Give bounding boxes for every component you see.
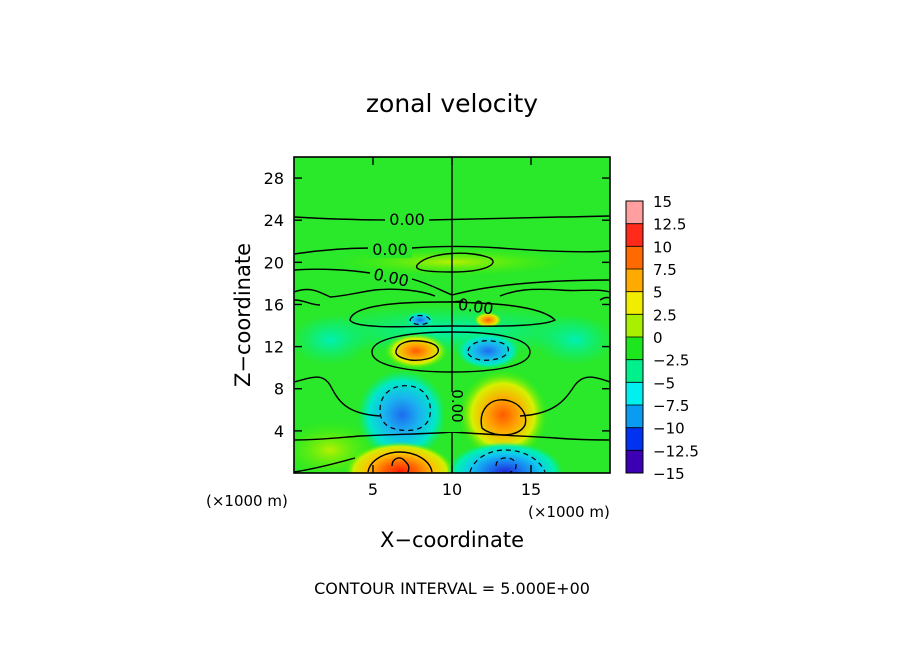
x-tick-label: 5 [368,480,378,499]
colorbar-tick-label: 10 [653,238,672,256]
contour-neg-bottom-right [469,449,546,473]
plot-area: 0.00 0.00 0.00 0.00 0.00 [294,157,610,473]
contour-label: 0.00 [457,295,495,319]
y-tick-label: 4 [274,422,284,441]
colorbar-tick-label: 2.5 [653,306,677,324]
cell-mid-left-negative [357,370,447,460]
y-axis: 4 8 12 16 20 24 28 [264,169,610,441]
colorbar-tick-label: −12.5 [653,442,699,460]
contour-neg-mid-left [379,385,431,432]
colorbar-swatch [626,291,643,315]
colorbar-tick-label: −15 [653,465,685,483]
contour-zero-16 [294,288,610,298]
x-axis: 5 10 15 [368,157,541,499]
colorbar-swatch [626,246,643,270]
contour-label: 0.00 [372,240,408,259]
colorbar-tick-label: 5 [653,284,663,302]
contour-label: 0.00 [448,389,466,422]
x-axis-label: X−coordinate [380,528,524,552]
contour-interval-note: CONTOUR INTERVAL = 5.000E+00 [314,579,590,598]
contour-upper-left-pos [395,340,439,361]
contour-upper-band [349,300,557,328]
cell-upper-right-negative [456,333,520,369]
x-unit-right: (×1000 m) [528,503,610,521]
chart-title: zonal velocity [366,89,538,118]
contour-bottom-left-inner [391,457,410,473]
colorbar-swatch [626,427,643,451]
cell-upper-left-positive [384,333,448,369]
colorbar-tick-label: 15 [653,193,672,211]
contour-zero-19 [294,268,610,296]
colorbar-tick-label: 0 [653,329,663,347]
y-tick-label: 20 [264,253,284,272]
colorbar-swatch [626,450,643,474]
colorbar-swatch [626,337,643,361]
y-tick-label: 16 [264,295,284,314]
y-tick-label: 24 [264,211,284,230]
x-tick-label: 10 [442,480,462,499]
colorbar-swatch [626,314,643,338]
contour-bottom-outer [294,457,356,473]
colorbar-swatch [626,269,643,293]
cell-small-right-positive [474,312,502,328]
colorbar-tick-label: −10 [653,420,685,438]
colorbar-swatch [626,201,643,225]
contour-mid-right-pos [480,399,527,436]
y-tick-label: 8 [274,380,284,399]
colorbar-tick-label: −5 [653,374,675,392]
contour-neg-upper-right [467,340,509,361]
contour-zero-21 [294,245,610,255]
contour-label: 0.00 [389,210,425,229]
cell-bottom-right-negative [447,442,563,473]
y-tick-label: 28 [264,169,284,188]
x-tick-label: 15 [521,480,541,499]
contour-big-loop [371,331,531,373]
x-unit-left: (×1000 m) [206,492,288,510]
contour-dashed [379,314,546,473]
contour-upper-loop [415,252,494,273]
cell-mid-right-positive [458,370,548,460]
y-axis-label: Z−coordinate [231,243,255,387]
colorbar: 15 12.5 10 7.5 5 2.5 0 −2.5 −5 −7.5 −10 −12.5 −15 [625,193,699,483]
contour-label-group: 0.00 0.00 0.00 0.00 0.00 [368,208,495,432]
contour-zero-mid [294,376,610,417]
band-left-weak-neg [294,315,370,365]
colorbar-tick-label: 12.5 [653,216,686,234]
cell-bottom-left-positive [345,442,455,473]
y-tick-label: 12 [264,338,284,357]
contour-neg-small-left [409,314,431,326]
contour-bottom-left-pos [367,451,433,473]
colorbar-swatch [626,359,643,383]
colorbar-tick-label: −7.5 [653,397,689,415]
cell-small-left-negative [406,312,434,328]
colorbar-swatch [626,382,643,406]
contour-zero-24 [294,215,610,221]
band-right-weak-neg [535,315,610,365]
colorbar-tick-label: −2.5 [653,352,689,370]
colorbar-swatch [626,223,643,247]
colorbar-swatch [626,405,643,429]
colorbar-tick-label: 7.5 [653,261,677,279]
